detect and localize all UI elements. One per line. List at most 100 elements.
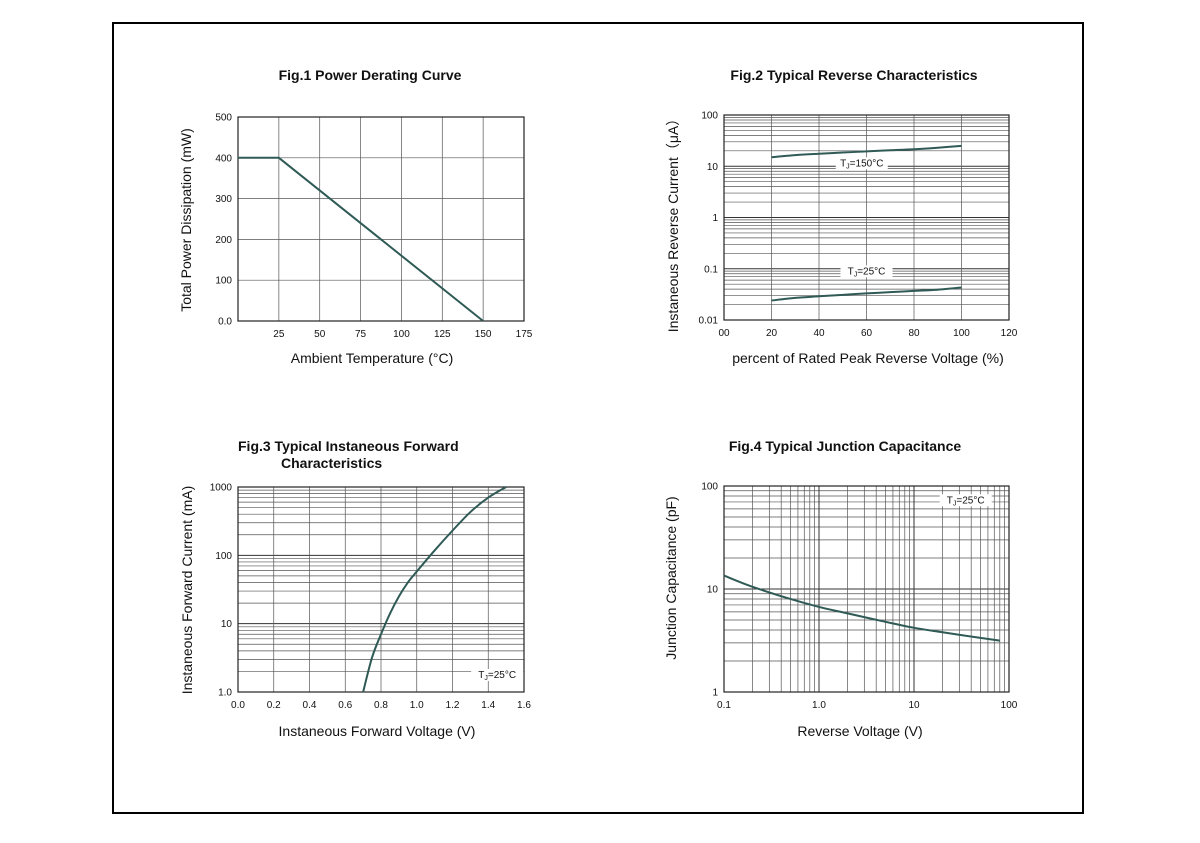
annotation-label: TJ=25°C [947,495,985,507]
y-tick-label: 300 [215,194,232,205]
fig2-series [771,144,962,302]
x-tick-label: 100 [953,328,970,339]
y-tick-label: 500 [215,113,232,124]
fig3-annotations: TJ=25°C [471,669,524,682]
x-tick-label: 1.0 [812,700,826,711]
fig2-x-ticks: 00 20 40 60 80 100 120 [718,328,1017,339]
x-tick-label: 60 [861,328,873,339]
series-line [362,486,507,693]
series-line [238,156,484,322]
fig4-x-ticks: 0.1 1.0 10 100 [717,700,1018,711]
series-line [771,144,962,159]
x-tick-label: 0.0 [231,700,245,711]
fig1-series [238,156,484,322]
fig1-x-axis-label: Ambient Temperature (°C) [291,350,454,366]
x-tick-label: 80 [908,328,920,339]
y-tick-label: 100 [215,551,232,562]
fig3-x-axis-label: Instaneous Forward Voltage (V) [279,723,476,739]
x-tick-label: 175 [516,329,533,340]
x-tick-label: 75 [355,329,367,340]
annotation-label: TJ=25°C [478,670,516,682]
x-tick-label: 50 [314,329,326,340]
x-tick-label: 150 [475,329,492,340]
fig4-x-axis-label: Reverse Voltage (V) [797,723,922,739]
y-tick-label: 0.0 [218,317,232,328]
x-tick-label: 0.1 [717,700,731,711]
x-tick-label: 1.0 [410,700,424,711]
fig3-x-ticks: 0.0 0.2 0.4 0.6 0.8 1.0 1.2 1.4 1.6 [231,700,531,711]
x-tick-label: 0.2 [267,700,281,711]
y-tick-label: 100 [701,482,718,493]
fig1-x-ticks: 25 50 75 100 125 150 175 [273,329,532,340]
fig1-title: Fig.1 Power Derating Curve [279,67,462,83]
y-tick-label: 100 [215,276,232,287]
fig3-y-ticks: 1.0 10 100 1000 [210,483,233,699]
fig3-grid [238,487,524,692]
fig4-y-ticks: 1 10 100 [701,482,718,699]
y-tick-label: 1000 [210,483,233,494]
x-tick-label: 125 [434,329,451,340]
y-tick-label: 10 [221,619,233,630]
x-tick-label: 100 [393,329,410,340]
sheet-border [112,22,1084,814]
fig4-annotations: TJ=25°C [939,494,992,507]
fig2-annotations: TJ=150°C TJ=25°C [835,157,893,278]
fig2-title: Fig.2 Typical Reverse Characteristics [730,67,977,83]
fig1-grid [238,117,524,321]
fig1-y-ticks: 0.0 100 200 300 400 500 [215,113,232,328]
x-tick-label: 20 [766,328,778,339]
series-line [771,286,962,302]
fig3-plot-area [237,486,525,693]
y-tick-label: 10 [707,162,719,173]
fig4-series [723,574,1000,642]
fig4-panel: Fig.4 Typical Junction Capacitance 0.1 1.… [663,438,1018,739]
y-tick-label: 400 [215,153,232,164]
fig2-y-axis-label: Instaneous Reverse Current（μA） [665,112,681,333]
y-tick-label: 100 [701,111,718,122]
x-tick-label: 120 [1001,328,1018,339]
fig2-grid [724,115,1009,320]
annotation-background [835,157,888,170]
y-tick-label: 1.0 [218,688,232,699]
annotation-label: TJ=150°C [840,158,883,170]
x-tick-label: 0.6 [338,700,352,711]
x-tick-label: 25 [273,329,285,340]
y-tick-label: 10 [707,585,719,596]
y-tick-label: 1 [712,688,718,699]
fig4-title: Fig.4 Typical Junction Capacitance [729,438,962,454]
fig1-panel: Fig.1 Power Derating Curve 25 50 75 100 125 1… [178,67,533,366]
annotation-background [939,494,992,507]
x-tick-label: 40 [813,328,825,339]
fig3-panel: Fig.3 Typical Instaneous Forward Charact… [179,438,531,739]
x-tick-label: 0.8 [374,700,388,711]
fig3-subtitle: Characteristics [281,455,382,471]
x-tick-label: 1.6 [517,700,531,711]
y-tick-label: 200 [215,235,232,246]
fig2-panel: Fig.2 Typical Reverse Characteristics 00… [665,67,1018,366]
fig2-x-axis-label: percent of Rated Peak Reverse Voltage (%… [732,350,1004,366]
fig3-series [362,486,507,693]
fig4-plot-area [723,485,1010,693]
x-tick-label: 00 [718,328,730,339]
fig2-y-ticks: 0.01 0.1 1 10 100 [699,111,719,327]
fig4-grid [724,486,1009,692]
fig3-title: Fig.3 Typical Instaneous Forward [238,438,459,454]
annotation-background [840,265,893,278]
x-tick-label: 1.4 [481,700,495,711]
annotation-label: TJ=25°C [848,266,886,278]
y-tick-label: 0.01 [699,316,719,327]
fig2-plot-area [723,114,1010,321]
series-line [723,574,1000,642]
fig1-y-axis-label: Total Power Dissipation (mW) [178,128,194,312]
x-tick-label: 100 [1001,700,1018,711]
x-tick-label: 10 [908,700,920,711]
y-tick-label: 0.1 [704,264,718,275]
fig4-y-axis-label: Junction Capacitance (pF) [663,496,679,659]
fig3-y-axis-label: Instaneous Forward Current (mA) [179,486,195,695]
x-tick-label: 0.4 [303,700,317,711]
fig1-plot-area [237,116,525,322]
x-tick-label: 1.2 [446,700,460,711]
y-tick-label: 1 [712,213,718,224]
annotation-background [471,669,524,682]
